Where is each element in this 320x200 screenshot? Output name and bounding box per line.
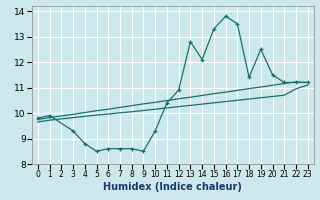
X-axis label: Humidex (Indice chaleur): Humidex (Indice chaleur): [103, 182, 242, 192]
